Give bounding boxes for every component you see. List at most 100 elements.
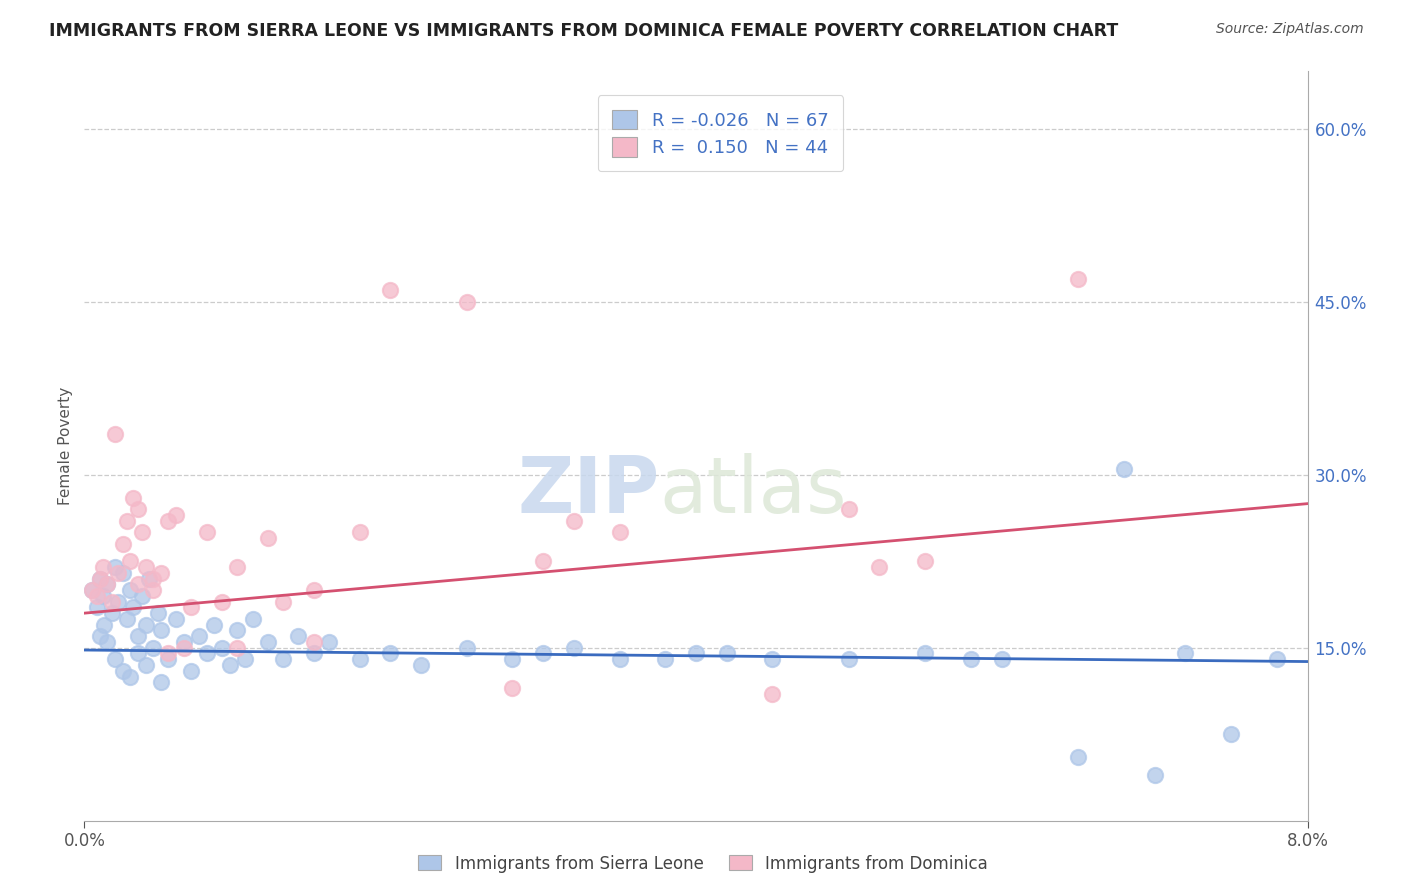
Point xyxy=(302,583,325,598)
Point xyxy=(960,652,983,666)
Text: atlas: atlas xyxy=(659,453,846,529)
Point xyxy=(654,652,676,666)
Point xyxy=(302,635,325,649)
Point xyxy=(218,658,240,673)
Point xyxy=(914,647,936,661)
Point xyxy=(271,594,294,608)
Point xyxy=(127,577,149,591)
Point xyxy=(287,629,309,643)
Point xyxy=(609,525,631,540)
Point xyxy=(120,583,142,598)
Point xyxy=(146,606,169,620)
Point xyxy=(716,647,738,661)
Point xyxy=(127,629,149,643)
Point xyxy=(138,572,160,586)
Point xyxy=(211,594,233,608)
Point xyxy=(1114,462,1136,476)
Point xyxy=(531,554,554,568)
Point xyxy=(173,640,195,655)
Point xyxy=(101,606,124,620)
Point xyxy=(562,640,585,655)
Point xyxy=(409,658,432,673)
Point xyxy=(685,647,707,661)
Point xyxy=(195,647,218,661)
Point xyxy=(142,583,165,598)
Point xyxy=(115,612,138,626)
Point xyxy=(233,652,256,666)
Point xyxy=(838,502,860,516)
Point xyxy=(380,647,402,661)
Point xyxy=(93,617,115,632)
Point xyxy=(127,647,149,661)
Point xyxy=(195,525,218,540)
Point xyxy=(91,589,114,603)
Point xyxy=(89,629,111,643)
Point xyxy=(107,594,129,608)
Point xyxy=(271,652,294,666)
Point xyxy=(149,675,172,690)
Point xyxy=(86,589,108,603)
Point xyxy=(609,652,631,666)
Point xyxy=(104,652,127,666)
Point xyxy=(180,600,202,615)
Point xyxy=(149,624,172,638)
Point xyxy=(761,687,783,701)
Point xyxy=(991,652,1014,666)
Point xyxy=(173,635,195,649)
Point xyxy=(96,577,118,591)
Point xyxy=(122,600,145,615)
Text: IMMIGRANTS FROM SIERRA LEONE VS IMMIGRANTS FROM DOMINICA FEMALE POVERTY CORRELAT: IMMIGRANTS FROM SIERRA LEONE VS IMMIGRAN… xyxy=(49,22,1118,40)
Point xyxy=(302,647,325,661)
Point xyxy=(142,572,165,586)
Point xyxy=(149,566,172,580)
Text: ZIP: ZIP xyxy=(517,453,659,529)
Point xyxy=(226,560,249,574)
Point xyxy=(96,577,118,591)
Point xyxy=(86,600,108,615)
Point xyxy=(111,664,134,678)
Point xyxy=(91,560,114,574)
Point xyxy=(89,572,111,586)
Text: Source: ZipAtlas.com: Source: ZipAtlas.com xyxy=(1216,22,1364,37)
Point xyxy=(120,554,142,568)
Point xyxy=(1174,647,1197,661)
Point xyxy=(349,652,371,666)
Point xyxy=(80,583,103,598)
Point xyxy=(226,640,249,655)
Point xyxy=(257,635,280,649)
Point xyxy=(111,537,134,551)
Point xyxy=(127,502,149,516)
Point xyxy=(188,629,211,643)
Point xyxy=(101,594,124,608)
Point xyxy=(242,612,264,626)
Point xyxy=(135,658,157,673)
Point xyxy=(115,514,138,528)
Point xyxy=(257,531,280,545)
Point xyxy=(157,514,180,528)
Point xyxy=(1067,272,1090,286)
Point xyxy=(838,652,860,666)
Point xyxy=(349,525,371,540)
Point xyxy=(165,508,187,523)
Point xyxy=(1143,767,1166,781)
Point xyxy=(1265,652,1288,666)
Point xyxy=(80,583,103,598)
Point xyxy=(131,525,153,540)
Y-axis label: Female Poverty: Female Poverty xyxy=(58,387,73,505)
Point xyxy=(104,560,127,574)
Point xyxy=(96,635,118,649)
Point xyxy=(318,635,340,649)
Point xyxy=(157,647,180,661)
Point xyxy=(142,640,165,655)
Point xyxy=(89,572,111,586)
Legend: Immigrants from Sierra Leone, Immigrants from Dominica: Immigrants from Sierra Leone, Immigrants… xyxy=(412,848,994,880)
Point xyxy=(135,617,157,632)
Point xyxy=(502,681,524,695)
Point xyxy=(1220,727,1243,741)
Point xyxy=(120,669,142,683)
Point xyxy=(456,640,478,655)
Point xyxy=(165,612,187,626)
Point xyxy=(211,640,233,655)
Point xyxy=(531,647,554,661)
Point xyxy=(914,554,936,568)
